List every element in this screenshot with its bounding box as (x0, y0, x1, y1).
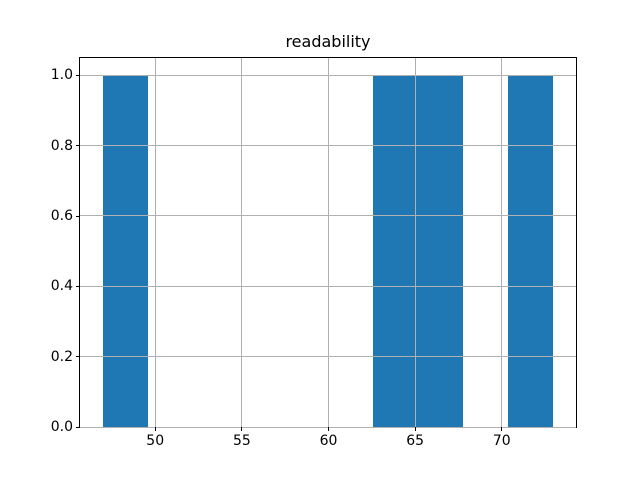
gridline-vertical (328, 57, 330, 428)
histogram-bar (508, 75, 554, 428)
histogram-bar (102, 75, 148, 428)
x-tick-label: 60 (319, 433, 338, 450)
gridline-vertical (501, 57, 503, 428)
x-tick-label: 50 (146, 433, 165, 450)
gridline-horizontal (80, 74, 576, 76)
x-tick-mark (328, 427, 330, 432)
y-tick-label: 1.0 (50, 67, 73, 84)
y-tick-mark (76, 145, 80, 147)
chart-title: readability (285, 32, 371, 51)
y-tick-mark (76, 356, 80, 358)
gridline-horizontal (80, 215, 576, 217)
x-tick-label: 55 (232, 433, 251, 450)
histogram-bar (417, 75, 463, 428)
y-tick-label: 0.6 (50, 208, 73, 224)
x-tick-mark (501, 427, 503, 432)
y-tick-label: 0.4 (50, 278, 73, 295)
y-tick-mark (76, 426, 80, 428)
y-tick-mark (76, 74, 80, 76)
histogram-bar (372, 75, 418, 428)
gridline-vertical (241, 57, 243, 428)
y-tick-label: 0.0 (50, 419, 73, 436)
x-tick-label: 70 (492, 433, 511, 450)
grid-layer (80, 57, 576, 428)
x-tick-label: 65 (406, 433, 425, 450)
x-tick-mark (414, 427, 416, 432)
gridline-horizontal (80, 285, 576, 287)
gridline-horizontal (80, 426, 576, 428)
x-tick-mark (154, 427, 156, 432)
gridline-vertical (154, 57, 156, 428)
gridline-vertical (414, 57, 416, 428)
gridline-horizontal (80, 145, 576, 147)
y-tick-label: 0.2 (50, 348, 73, 365)
x-tick-mark (241, 427, 243, 432)
y-tick-label: 0.8 (50, 137, 73, 154)
plot-area (79, 56, 577, 429)
bars-layer (80, 58, 576, 428)
gridline-horizontal (80, 356, 576, 358)
y-tick-mark (76, 285, 80, 287)
y-tick-mark (76, 215, 80, 217)
